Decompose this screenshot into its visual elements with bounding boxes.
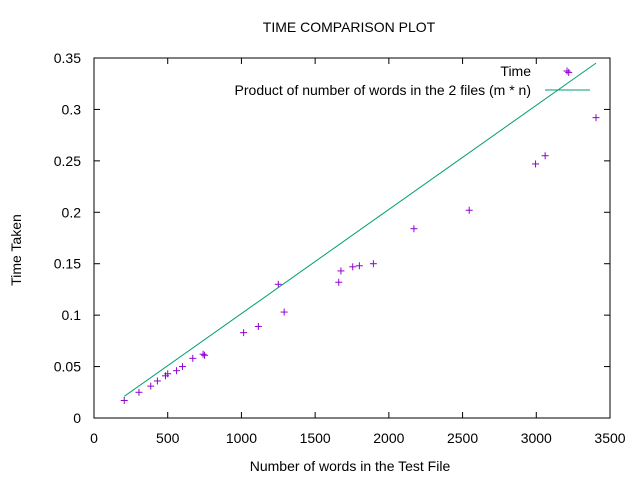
- data-point: [592, 114, 600, 122]
- data-point: [254, 322, 262, 330]
- data-point: [240, 329, 248, 337]
- data-point: [147, 382, 155, 390]
- y-tick-label: 0.25: [54, 153, 81, 169]
- x-tick-label: 0: [90, 430, 98, 446]
- chart-title: TIME COMPARISON PLOT: [263, 19, 436, 35]
- x-tick-label: 1500: [300, 430, 331, 446]
- x-tick-label: 2500: [447, 430, 478, 446]
- y-axis-label: Time Taken: [8, 214, 24, 286]
- series-line: [123, 62, 597, 397]
- legend-label: Product of number of words in the 2 file…: [235, 82, 531, 98]
- data-point: [120, 397, 128, 405]
- data-point: [565, 68, 573, 76]
- data-point: [199, 350, 207, 358]
- x-tick-label: 3000: [521, 430, 552, 446]
- x-axis-label: Number of words in the Test File: [250, 458, 451, 474]
- y-tick-label: 0.3: [62, 101, 82, 117]
- y-tick-label: 0.1: [62, 307, 82, 323]
- data-point: [410, 225, 418, 233]
- y-tick-label: 0.35: [54, 50, 81, 66]
- x-tick-label: 2000: [373, 430, 404, 446]
- data-point: [337, 267, 345, 275]
- x-tick-label: 1000: [226, 430, 257, 446]
- y-tick-label: 0: [73, 410, 81, 426]
- data-point: [532, 160, 540, 168]
- data-point: [135, 388, 143, 396]
- x-tick-label: 3500: [594, 430, 625, 446]
- series-layer: [120, 62, 600, 405]
- plot-frame: [93, 57, 611, 419]
- legend: Time Product of number of words in the 2 …: [235, 63, 590, 98]
- data-point: [335, 278, 343, 286]
- data-point: [201, 351, 209, 359]
- legend-swatch-point: [563, 67, 571, 75]
- data-point: [369, 260, 377, 268]
- y-tick-label: 0.05: [54, 359, 81, 375]
- axes: 0 500 1000 1500 2000 2500 3000 3500 0 0.05 0.1 0.15…: [54, 50, 626, 446]
- data-point: [178, 363, 186, 371]
- data-point: [274, 280, 282, 288]
- legend-label: Time: [500, 63, 531, 79]
- y-tick-label: 0.15: [54, 256, 81, 272]
- data-point: [355, 262, 363, 270]
- data-point: [349, 263, 357, 271]
- x-tick-label: 500: [156, 430, 180, 446]
- data-point: [173, 367, 181, 375]
- data-point: [153, 377, 161, 385]
- data-point: [465, 206, 473, 214]
- data-point: [280, 308, 288, 316]
- data-point: [541, 152, 549, 160]
- data-point: [164, 370, 172, 378]
- y-tick-label: 0.2: [62, 204, 82, 220]
- data-point: [189, 354, 197, 362]
